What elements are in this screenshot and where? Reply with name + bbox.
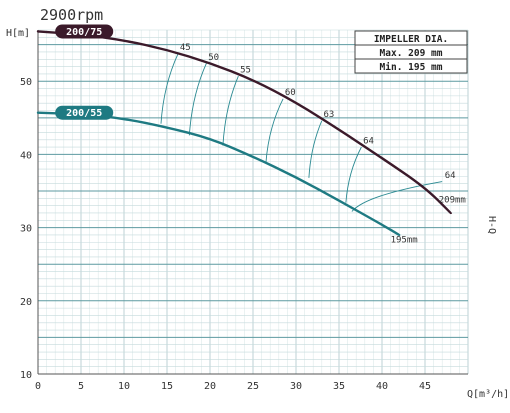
y-axis-label: H[m] — [6, 28, 30, 39]
x-tick-label: 30 — [290, 381, 302, 392]
series-badge-200-55 — [55, 105, 114, 120]
series-badge-label: 200/75 — [66, 27, 102, 38]
x-tick-label: 5 — [78, 381, 84, 392]
x-tick-label: 15 — [161, 381, 173, 392]
y-tick-label: 30 — [20, 224, 32, 235]
iso-efficiency-lines — [160, 53, 443, 212]
iso-efficiency-line — [222, 75, 239, 146]
iso-efficiency-line — [265, 98, 284, 164]
x-tick-label: 10 — [118, 381, 130, 392]
axes — [37, 30, 468, 375]
x-tick-label: 35 — [333, 381, 345, 392]
chart-title: 2900rpm — [40, 6, 103, 24]
annotations: 45 50 55 60 63 64 64 209mm 195mm — [180, 43, 466, 245]
x-tick-label: 40 — [376, 381, 388, 392]
impeller-box-max: Max. 209 mm — [380, 48, 443, 59]
y-tick-label: 40 — [20, 150, 32, 161]
iso-efficiency-line — [160, 53, 179, 124]
x-tick-label: 0 — [35, 381, 41, 392]
x-axis-label: Q[m³/h] — [467, 389, 509, 400]
efficiency-label: 63 — [324, 110, 335, 120]
impeller-diameter-box: IMPELLER DIA. Max. 209 mm Min. 195 mm — [354, 30, 468, 74]
x-tick-label: 20 — [204, 381, 216, 392]
series-badge-label: 200/55 — [66, 108, 102, 119]
series-badge-200-75 — [55, 24, 114, 39]
iso-efficiency-line — [188, 62, 207, 136]
impeller-box-min: Min. 195 mm — [380, 62, 443, 73]
x-tick-label: 25 — [247, 381, 259, 392]
y-tick-label: 20 — [20, 297, 32, 308]
curve-end-label: 209mm — [439, 196, 466, 206]
x-tick-label: 45 — [419, 381, 431, 392]
tick-labels: 0 5 10 15 20 25 30 35 40 45 10 20 30 40 50 — [20, 77, 431, 392]
iso-efficiency-line — [345, 146, 362, 203]
side-label-hq: H-Q — [486, 216, 497, 234]
efficiency-label: 64 — [363, 136, 374, 146]
efficiency-label: 60 — [285, 88, 296, 98]
iso-efficiency-line — [351, 181, 443, 212]
curve-end-label: 195mm — [391, 235, 418, 245]
efficiency-label: 50 — [208, 53, 219, 63]
efficiency-label: 64 — [445, 171, 456, 181]
efficiency-label: 45 — [180, 43, 191, 53]
iso-efficiency-line — [308, 120, 323, 178]
series-lines: 200/75 200/55 — [36, 24, 452, 237]
efficiency-label: 55 — [240, 65, 251, 75]
y-tick-label: 10 — [20, 370, 32, 381]
impeller-box-title: IMPELLER DIA. — [374, 34, 448, 45]
grid — [37, 29, 469, 375]
y-tick-label: 50 — [20, 77, 32, 88]
